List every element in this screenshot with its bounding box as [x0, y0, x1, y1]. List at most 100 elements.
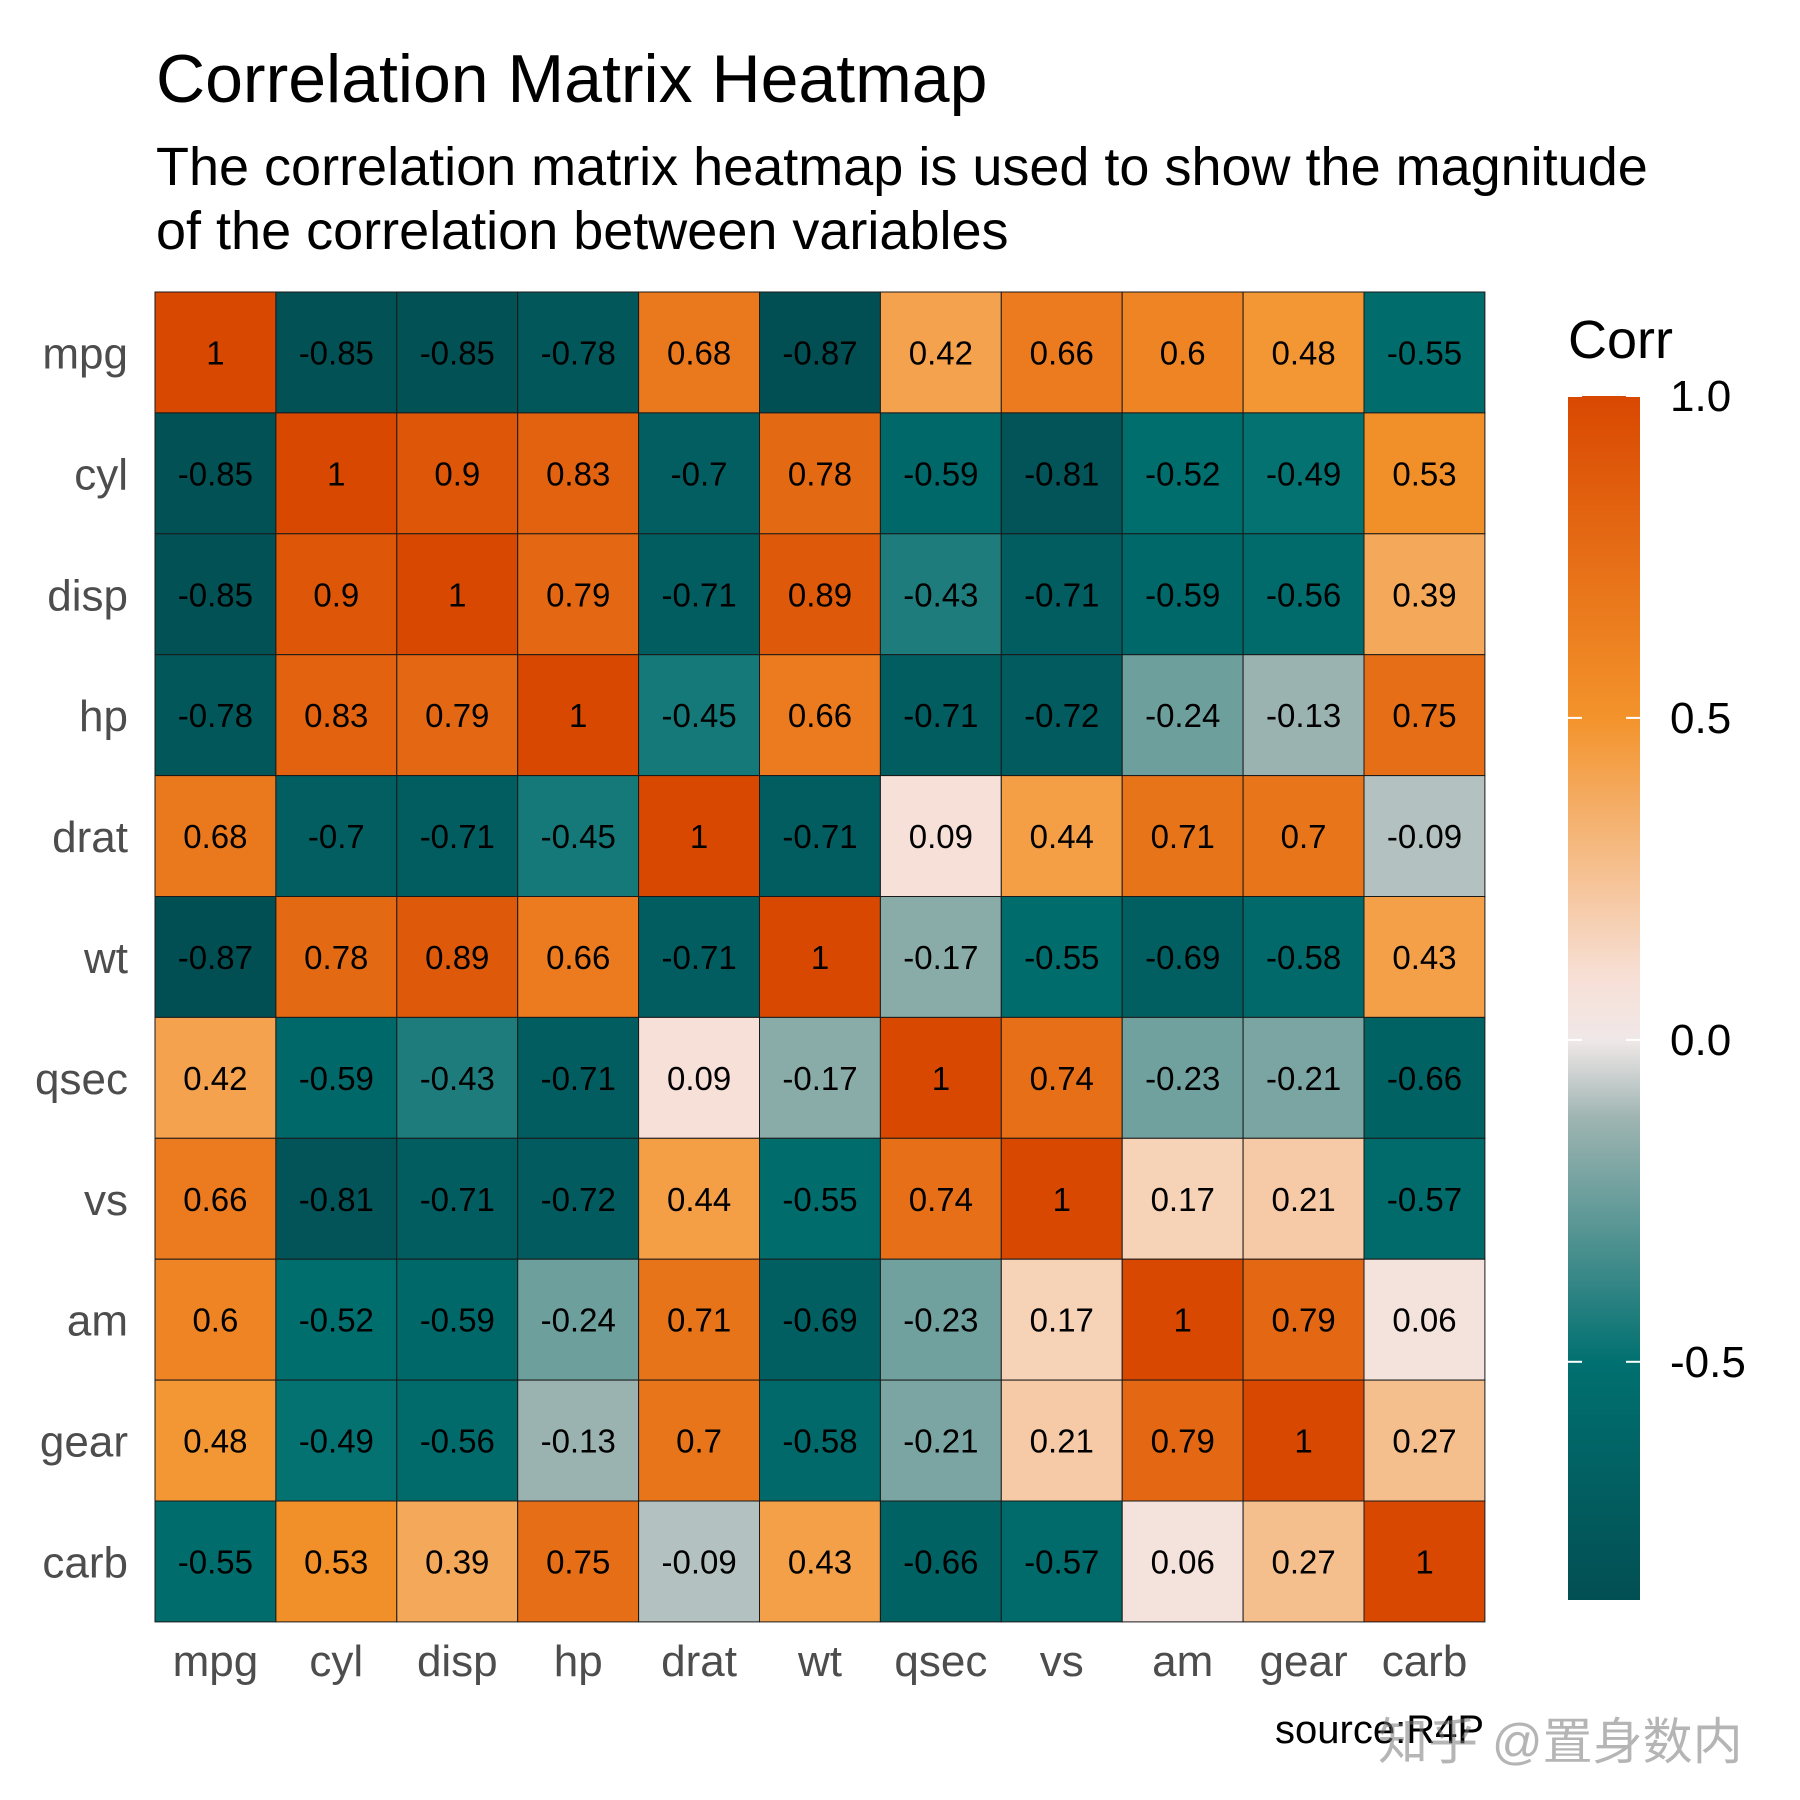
cell-label-wt-disp: 0.89 — [425, 939, 489, 976]
cell-am-vs — [1000, 1258, 1123, 1381]
legend-tick-label-3: -0.5 — [1670, 1338, 1746, 1387]
cell-label-wt-gear: -0.58 — [1266, 939, 1341, 976]
cell-label-drat-vs: 0.44 — [1030, 818, 1094, 855]
x-tick-carb: carb — [1382, 1637, 1468, 1686]
cell-carb-cyl — [275, 1500, 398, 1623]
cell-label-hp-am: -0.24 — [1145, 697, 1220, 734]
legend-tick-label-0: 1.0 — [1670, 372, 1731, 421]
cell-label-drat-carb: -0.09 — [1387, 818, 1462, 855]
cell-label-wt-qsec: -0.17 — [903, 939, 978, 976]
cell-disp-hp — [517, 533, 640, 656]
cell-label-drat-wt: -0.71 — [782, 818, 857, 855]
cell-label-carb-carb: 1 — [1415, 1544, 1433, 1581]
cell-label-am-qsec: -0.23 — [903, 1302, 978, 1339]
cell-label-gear-hp: -0.13 — [541, 1423, 616, 1460]
cell-gear-qsec — [879, 1379, 1002, 1502]
cell-wt-cyl — [275, 896, 398, 1018]
y-tick-qsec: qsec — [35, 1055, 128, 1104]
cell-drat-wt — [759, 775, 881, 897]
y-tick-disp: disp — [47, 571, 128, 620]
cell-label-am-carb: 0.06 — [1392, 1302, 1456, 1339]
cell-label-drat-mpg: 0.68 — [183, 818, 247, 855]
watermark: 知乎 @置身数内 — [1378, 1714, 1743, 1770]
cell-label-gear-wt: -0.58 — [782, 1423, 857, 1460]
cell-label-vs-mpg: 0.66 — [183, 1181, 247, 1218]
cell-label-hp-qsec: -0.71 — [903, 697, 978, 734]
cell-label-carb-drat: -0.09 — [661, 1544, 736, 1581]
cell-label-hp-cyl: 0.83 — [304, 697, 368, 734]
cell-qsec-vs — [1000, 1016, 1123, 1139]
cell-am-wt — [759, 1258, 881, 1381]
cell-gear-hp — [517, 1379, 640, 1502]
y-tick-am: am — [67, 1297, 128, 1346]
cell-hp-cyl — [275, 654, 398, 777]
cell-label-gear-drat: 0.7 — [676, 1423, 722, 1460]
y-tick-drat: drat — [52, 813, 128, 862]
x-tick-wt: wt — [797, 1637, 842, 1686]
cell-carb-mpg — [154, 1500, 277, 1623]
cell-gear-am — [1121, 1379, 1244, 1502]
cell-label-disp-wt: 0.89 — [788, 576, 852, 613]
cell-qsec-cyl — [275, 1016, 398, 1139]
cell-label-wt-am: -0.69 — [1145, 939, 1220, 976]
cell-label-cyl-am: -0.52 — [1145, 455, 1220, 492]
cell-label-mpg-cyl: -0.85 — [299, 334, 374, 371]
cell-drat-qsec — [879, 775, 1002, 897]
cell-wt-gear — [1242, 896, 1365, 1018]
cell-disp-disp — [396, 533, 519, 656]
cell-cyl-disp — [396, 412, 519, 535]
cell-label-drat-disp: -0.71 — [420, 818, 495, 855]
cell-label-vs-hp: -0.72 — [541, 1181, 616, 1218]
cell-label-gear-disp: -0.56 — [420, 1423, 495, 1460]
cell-vs-mpg — [154, 1137, 277, 1260]
cell-disp-carb — [1363, 533, 1486, 656]
cell-label-hp-hp: 1 — [569, 697, 587, 734]
cell-label-am-hp: -0.24 — [541, 1302, 616, 1339]
cell-label-vs-vs: 1 — [1053, 1181, 1071, 1218]
cell-label-hp-gear: -0.13 — [1266, 697, 1341, 734]
cell-wt-mpg — [154, 896, 277, 1018]
cell-cyl-hp — [517, 412, 640, 535]
x-tick-qsec: qsec — [894, 1637, 987, 1686]
cell-cyl-carb — [1363, 412, 1486, 535]
cell-gear-mpg — [154, 1379, 277, 1502]
cell-label-qsec-qsec: 1 — [932, 1060, 950, 1097]
cell-mpg-vs — [1000, 291, 1123, 414]
cell-am-mpg — [154, 1258, 277, 1381]
cell-mpg-am — [1121, 291, 1244, 414]
cell-cyl-cyl — [275, 412, 398, 535]
cell-label-drat-drat: 1 — [690, 818, 708, 855]
cell-label-cyl-mpg: -0.85 — [178, 455, 253, 492]
cell-label-am-mpg: 0.6 — [192, 1302, 238, 1339]
cell-label-qsec-mpg: 0.42 — [183, 1060, 247, 1097]
cell-label-disp-qsec: -0.43 — [903, 576, 978, 613]
cell-vs-hp — [517, 1137, 640, 1260]
x-tick-am: am — [1152, 1637, 1213, 1686]
cell-qsec-wt — [759, 1016, 881, 1139]
cell-label-qsec-vs: 0.74 — [1030, 1060, 1094, 1097]
cell-label-am-vs: 0.17 — [1030, 1302, 1094, 1339]
y-tick-carb: carb — [42, 1539, 128, 1588]
cell-label-vs-gear: 0.21 — [1271, 1181, 1335, 1218]
cell-label-vs-drat: 0.44 — [667, 1181, 731, 1218]
y-tick-mpg: mpg — [42, 329, 128, 378]
cell-label-wt-carb: 0.43 — [1392, 939, 1456, 976]
y-tick-wt: wt — [83, 934, 128, 983]
x-tick-cyl: cyl — [309, 1637, 363, 1686]
legend-colorbar — [1568, 396, 1640, 1600]
cell-label-qsec-gear: -0.21 — [1266, 1060, 1341, 1097]
source-caption: source:R4P — [1275, 1708, 1484, 1752]
cell-label-am-drat: 0.71 — [667, 1302, 731, 1339]
cell-cyl-gear — [1242, 412, 1365, 535]
cell-label-wt-hp: 0.66 — [546, 939, 610, 976]
cell-label-disp-gear: -0.56 — [1266, 576, 1341, 613]
legend-ticks: 1.0 0.5 0.0 -0.5 — [1568, 372, 1746, 1387]
cell-qsec-am — [1121, 1016, 1244, 1139]
cell-carb-am — [1121, 1500, 1244, 1623]
cell-label-cyl-qsec: -0.59 — [903, 455, 978, 492]
cell-carb-hp — [517, 1500, 640, 1623]
y-axis-labels: mpg cyl disp hp drat wt qsec vs am gear carb — [35, 329, 128, 1587]
cell-label-am-cyl: -0.52 — [299, 1302, 374, 1339]
cell-label-vs-cyl: -0.81 — [299, 1181, 374, 1218]
